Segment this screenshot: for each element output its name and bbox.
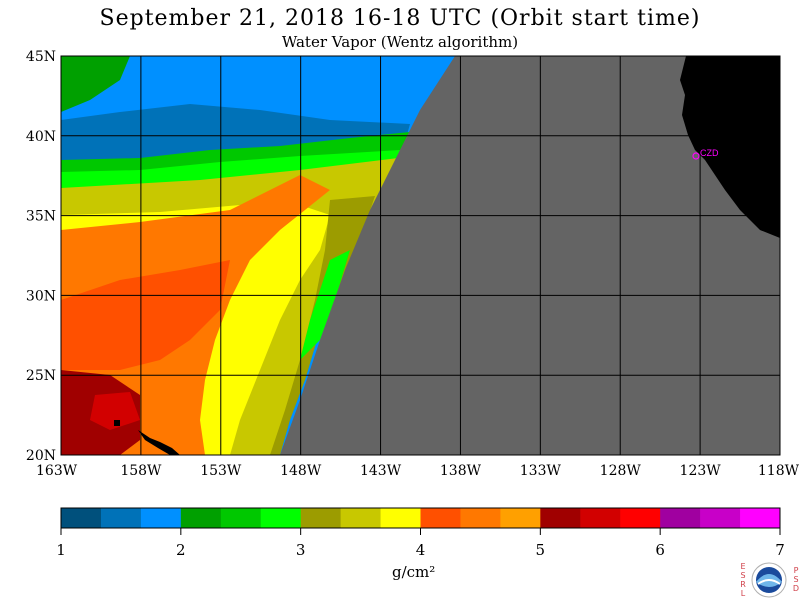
moisture-band-green — [61, 132, 410, 180]
map-plot-area — [61, 56, 780, 455]
colorbar-tick-label: 3 — [295, 541, 306, 559]
longitude-label: 163W — [36, 463, 78, 479]
colorbar-tick-label: 7 — [775, 541, 785, 559]
latitude-label: 35N — [26, 209, 56, 225]
station-marker-icon — [692, 152, 700, 160]
longitude-label: 158W — [120, 463, 162, 479]
colorbar-tick-label: 4 — [415, 541, 426, 559]
colorbar — [60, 508, 781, 535]
colorbar-tick-label: 1 — [56, 541, 66, 559]
latitude-label: 40N — [26, 129, 56, 145]
colorbar-swatch — [140, 508, 182, 528]
colorbar-swatch — [420, 508, 461, 528]
colorbar-swatch — [740, 508, 781, 528]
colorbar-swatch — [300, 508, 342, 528]
latitude-labels: 45N 40N 35N 30N 25N 20N — [26, 49, 56, 464]
latitude-label: 20N — [26, 448, 56, 464]
colorbar-tick-label: 2 — [176, 541, 186, 559]
latitude-label: 45N — [26, 49, 56, 65]
colorbar-frame — [60, 507, 781, 529]
latitude-label: 30N — [26, 288, 56, 304]
longitude-label: 123W — [680, 463, 722, 479]
colorbar-swatch — [500, 508, 541, 528]
colorbar-swatch — [460, 508, 501, 528]
colorbar-swatch — [660, 508, 701, 528]
longitude-label: 138W — [440, 463, 482, 479]
colorbar-swatch — [220, 508, 262, 528]
moisture-band-red-orange — [61, 260, 230, 370]
colorbar-swatch — [620, 508, 661, 528]
longitude-label: 133W — [520, 463, 562, 479]
colorbar-swatch — [260, 508, 302, 528]
moisture-band-dark-olive — [270, 196, 375, 455]
moisture-band-green-edge — [300, 250, 350, 360]
colorbar-swatch — [380, 508, 421, 528]
land-north-america — [680, 56, 780, 238]
colorbar-tick-label: 5 — [535, 541, 546, 559]
colorbar-swatch — [540, 508, 581, 528]
longitude-label: 118W — [758, 463, 800, 479]
moisture-band-dark-green — [61, 56, 130, 112]
longitude-label: 128W — [600, 463, 642, 479]
colorbar-swatch — [340, 508, 382, 528]
no-data-region — [280, 56, 780, 455]
land-hawaii-islands — [138, 430, 180, 455]
colorbar-tick-label: 6 — [655, 541, 665, 559]
colorbar-unit-label: g/cm² — [392, 563, 436, 581]
longitude-label: 148W — [280, 463, 322, 479]
land-island-small — [114, 420, 120, 426]
longitude-label: 143W — [360, 463, 402, 479]
latitude-label: 25N — [26, 368, 56, 384]
colorbar-swatch — [180, 508, 222, 528]
longitude-label: 153W — [200, 463, 242, 479]
station-label: CZD — [700, 148, 719, 158]
grid-lines — [61, 56, 780, 455]
colorbar-swatch — [100, 508, 142, 528]
noaa-logo-icon — [751, 562, 787, 598]
colorbar-swatch — [580, 508, 621, 528]
chart-title: September 21, 2018 16-18 UTC (Orbit star… — [99, 6, 701, 31]
colorbar-swatch — [700, 508, 741, 528]
colorbar-swatch — [61, 508, 102, 528]
map-frame — [60, 55, 781, 456]
chart-subtitle: Water Vapor (Wentz algorithm) — [281, 33, 519, 51]
moisture-band-red — [90, 392, 140, 430]
longitude-labels: 163W 158W 153W 148W 143W 138W 133W 128W 123W 118W — [36, 463, 800, 479]
